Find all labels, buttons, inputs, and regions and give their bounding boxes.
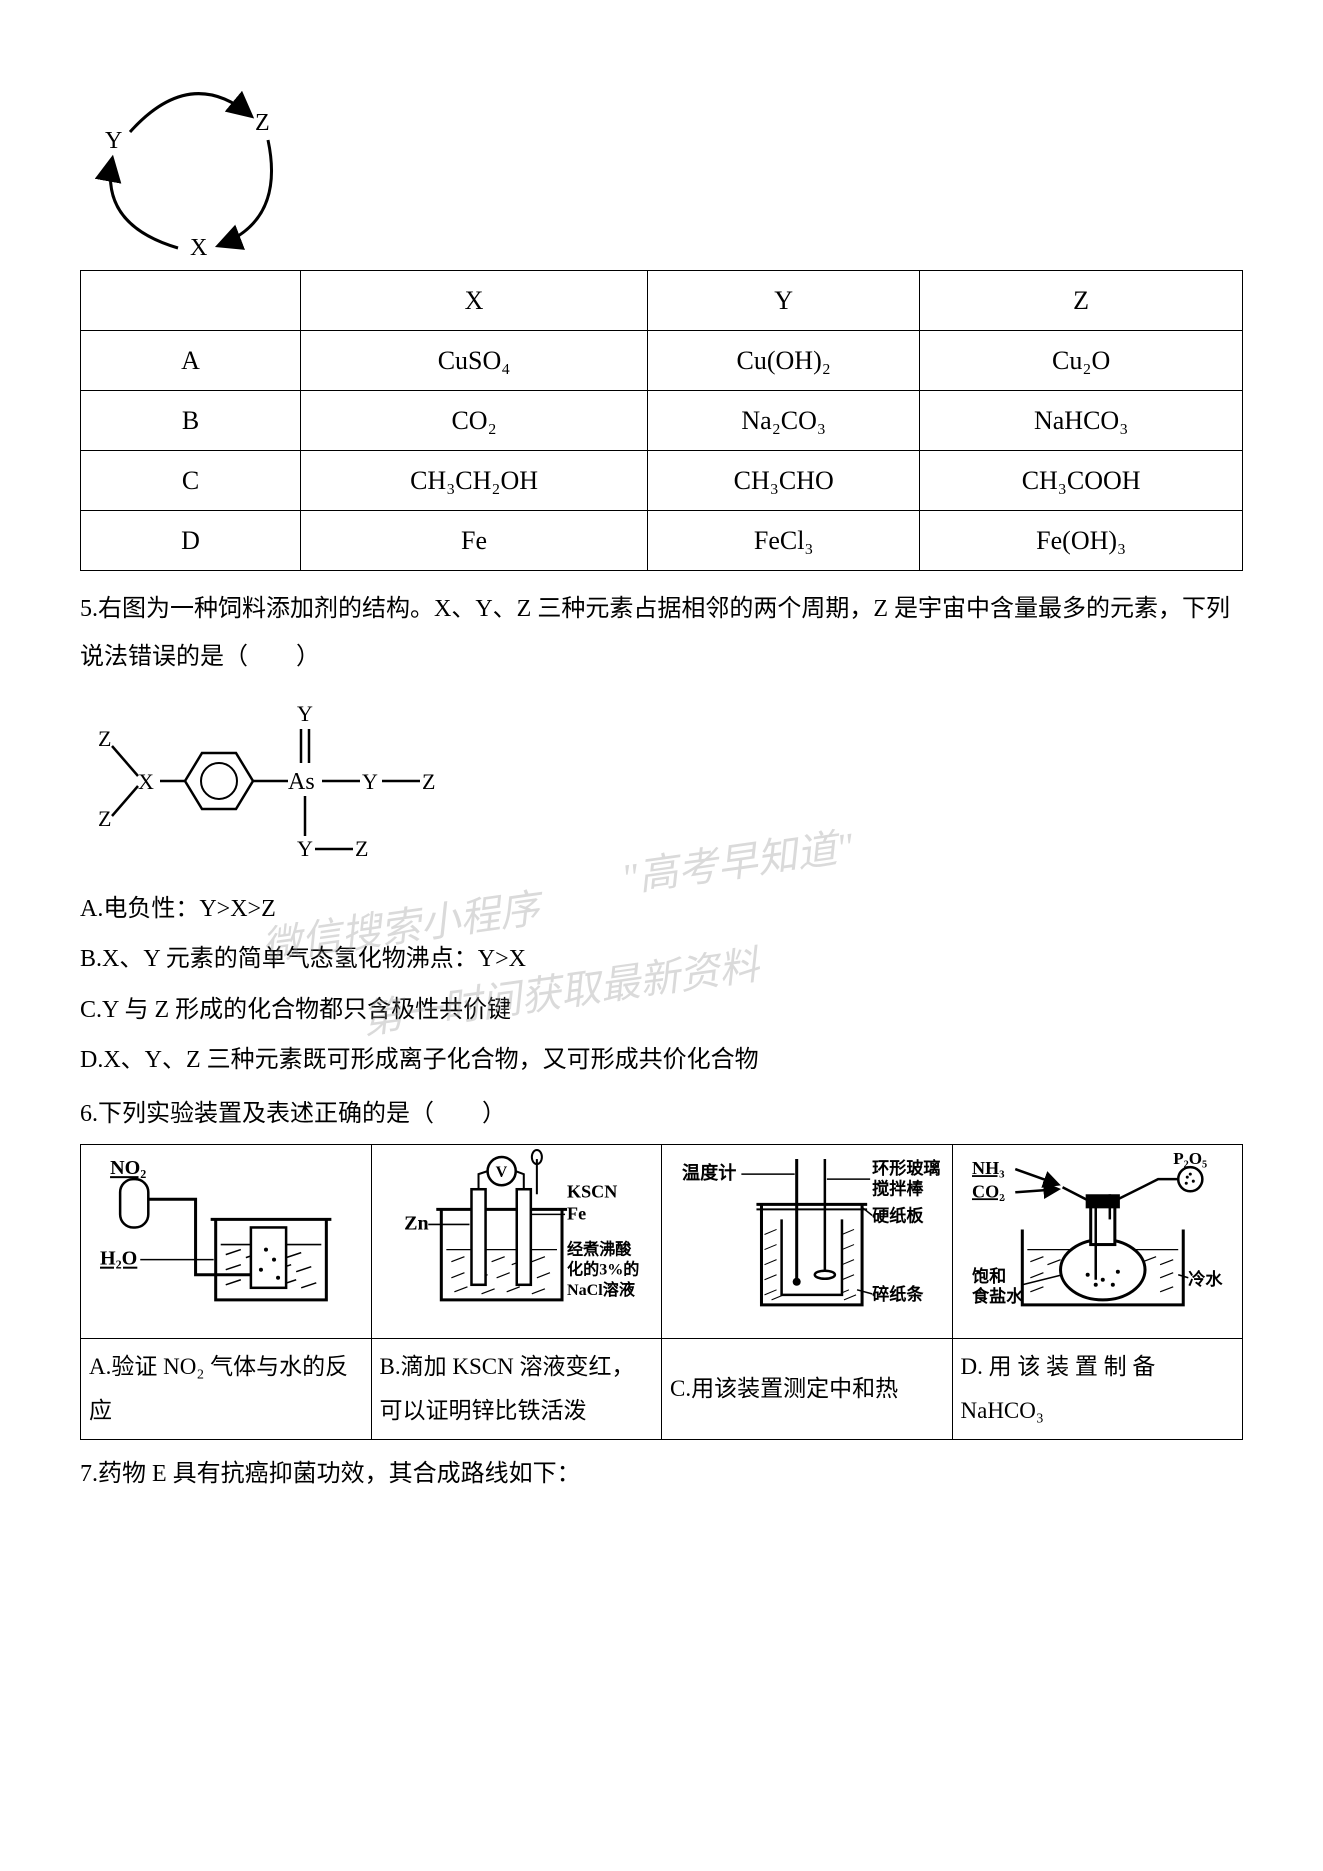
q6-text: 6.下列实验装置及表述正确的是（ ） [80,1090,1243,1138]
q6-option-d-line2: NaHCO₃ [961,1398,1044,1423]
experiments-table: NO₂ [80,1144,1243,1440]
svg-text:温度计: 温度计 [682,1162,736,1183]
cell: CH₃CH₂OH [301,451,648,511]
q6-option-a: A.验证 NO₂ 气体与水的反应 [81,1339,372,1439]
svg-text:As: As [288,769,315,795]
svg-text:饱和: 饱和 [972,1265,1006,1285]
svg-text:碎纸条: 碎纸条 [872,1283,924,1303]
svg-text:NO₂: NO₂ [110,1157,146,1179]
svg-text:Z: Z [422,769,435,794]
svg-text:硬纸板: 硬纸板 [872,1205,924,1225]
cycle-label-z: Z [255,110,270,136]
experiment-a-diagram: NO₂ [81,1144,372,1339]
q6-option-b: B.滴加 KSCN 溶液变红，可以证明锌比铁活泼 [371,1339,662,1439]
q6-option-d: D. 用 该 装 置 制 备 NaHCO₃ [952,1339,1243,1439]
cell: Fe [301,511,648,571]
q7-text: 7.药物 E 具有抗癌抑菌功效，其合成路线如下： [80,1450,1243,1498]
svg-text:环形玻璃: 环形玻璃 [872,1158,940,1178]
svg-text:Z: Z [98,806,111,831]
svg-text:Z: Z [98,726,111,751]
svg-text:CO₂: CO₂ [972,1181,1005,1201]
svg-text:Fe: Fe [567,1203,586,1223]
cell: Cu(OH)₂ [648,331,920,391]
svg-text:经煮沸酸: 经煮沸酸 [567,1239,632,1258]
row-label: A [81,331,301,391]
q5-structure-diagram: Z Z X As Y Y Z Y Z [90,691,450,876]
q6-option-d-line1: D. 用 该 装 置 制 备 [961,1354,1156,1379]
q6-option-c: C.用该装置测定中和热 [662,1339,953,1439]
svg-text:Zn: Zn [404,1212,429,1234]
q5-option-d: D.X、Y、Z 三种元素既可形成离子化合物，又可形成共价化合物 [80,1035,1243,1085]
svg-text:NH₃: NH₃ [972,1158,1005,1178]
experiment-b-diagram: V Zn KSCN Fe 经煮沸酸 化的3%的 NaCl溶液 [371,1144,662,1339]
table-header-blank [81,271,301,331]
svg-text:食盐水: 食盐水 [972,1285,1024,1305]
svg-text:Z: Z [355,836,368,861]
cycle-label-y: Y [105,128,122,154]
cell: CO₂ [301,391,648,451]
svg-text:P₂O₅: P₂O₅ [1173,1149,1207,1168]
q5-option-b: B.X、Y 元素的简单气态氢化物沸点：Y>X [80,934,1243,984]
svg-text:H₂O: H₂O [100,1247,137,1269]
cycle-diagram: Y Z X [90,70,300,260]
cell: CH₃CHO [648,451,920,511]
cell: FeCl₃ [648,511,920,571]
q5-options: A.电负性：Y>X>Z B.X、Y 元素的简单气态氢化物沸点：Y>X C.Y 与… [80,884,1243,1086]
svg-text:化的3%的: 化的3%的 [567,1259,639,1278]
cell: Fe(OH)₃ [920,511,1243,571]
experiment-options-row: A.验证 NO₂ 气体与水的反应 B.滴加 KSCN 溶液变红，可以证明锌比铁活… [81,1339,1243,1439]
row-label: B [81,391,301,451]
cell: Cu₂O [920,331,1243,391]
table-header-x: X [301,271,648,331]
svg-text:NaCl溶液: NaCl溶液 [567,1279,636,1298]
experiment-images-row: NO₂ [81,1144,1243,1339]
table-header-z: Z [920,271,1243,331]
table-row: C CH₃CH₂OH CH₃CHO CH₃COOH [81,451,1243,511]
table-header-row: X Y Z [81,271,1243,331]
experiment-c-diagram: 温度计 环形玻璃 搅拌棒 硬纸板 碎纸条 [662,1144,953,1339]
cell: NaHCO₃ [920,391,1243,451]
cell: CuSO₄ [301,331,648,391]
cycle-label-x: X [190,235,207,260]
q5-text: 5.右图为一种饲料添加剂的结构。X、Y、Z 三种元素占据相邻的两个周期，Z 是宇… [80,585,1243,681]
cell: CH₃COOH [920,451,1243,511]
svg-text:搅拌棒: 搅拌棒 [872,1178,924,1198]
svg-text:Y: Y [362,769,378,794]
table-row: B CO₂ Na₂CO₃ NaHCO₃ [81,391,1243,451]
svg-text:冷水: 冷水 [1188,1268,1223,1288]
row-label: D [81,511,301,571]
svg-text:KSCN: KSCN [567,1181,617,1201]
cycle-svg: Y Z X [90,70,300,260]
svg-text:Y: Y [297,701,313,726]
cell: Na₂CO₃ [648,391,920,451]
row-label: C [81,451,301,511]
compounds-table: X Y Z A CuSO₄ Cu(OH)₂ Cu₂O B CO₂ Na₂CO₃ … [80,270,1243,571]
experiment-d-diagram: NH₃ CO₂ [952,1144,1243,1339]
table-row: D Fe FeCl₃ Fe(OH)₃ [81,511,1243,571]
q5-option-c: C.Y 与 Z 形成的化合物都只含极性共价键 [80,985,1243,1035]
svg-text:X: X [138,769,154,794]
svg-text:V: V [495,1164,507,1181]
q5-option-a: A.电负性：Y>X>Z [80,884,1243,934]
table-row: A CuSO₄ Cu(OH)₂ Cu₂O [81,331,1243,391]
svg-text:Y: Y [297,836,313,861]
table-header-y: Y [648,271,920,331]
